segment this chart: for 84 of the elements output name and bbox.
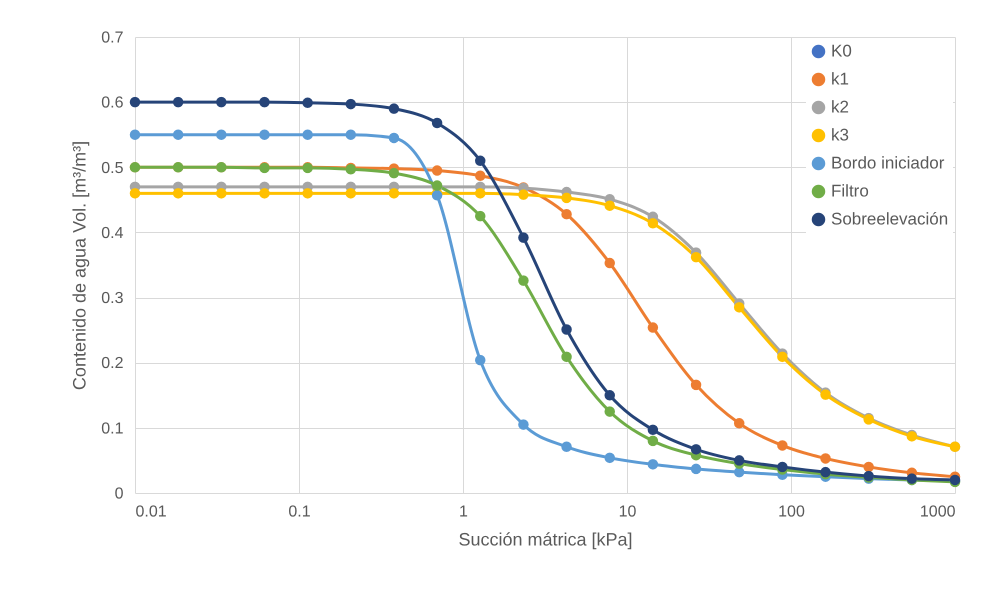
point [172, 129, 184, 140]
x-axis-title: Succión mátrica [kPa] [458, 530, 633, 550]
point [648, 436, 658, 446]
point [259, 96, 270, 108]
point [777, 352, 788, 362]
point [561, 442, 572, 452]
point [172, 96, 184, 108]
point [863, 462, 874, 472]
point [216, 129, 227, 140]
point [259, 188, 270, 199]
point [475, 156, 486, 166]
point [432, 118, 442, 128]
point [561, 208, 572, 220]
point [561, 352, 572, 362]
point [130, 129, 140, 140]
point [388, 188, 400, 199]
point [130, 96, 140, 108]
point [604, 390, 615, 401]
point [259, 129, 270, 140]
point [346, 98, 356, 110]
point [518, 275, 529, 286]
legend-label: K0 [831, 42, 852, 60]
y-tick-label: 0 [114, 486, 124, 502]
point [388, 168, 400, 178]
point [734, 302, 744, 313]
legend-label: Filtro [831, 182, 869, 200]
x-tick-label: 1 [459, 504, 468, 520]
point [388, 103, 400, 114]
point [690, 380, 702, 390]
point [475, 354, 486, 366]
point [604, 200, 615, 211]
point [734, 455, 744, 466]
point [734, 466, 744, 478]
y-tick-label: 0.3 [101, 290, 124, 308]
point [648, 322, 658, 333]
point [432, 165, 442, 176]
point [604, 258, 615, 268]
x-tick-label: 10 [618, 504, 636, 520]
point [690, 464, 702, 474]
point [561, 192, 572, 204]
point [561, 324, 572, 335]
legend-label: k3 [831, 126, 849, 144]
y-tick-label: 0.4 [101, 224, 124, 242]
point [820, 453, 831, 464]
y-tick-label: 0.6 [101, 94, 124, 112]
point [734, 418, 744, 429]
legend-label: k2 [831, 98, 849, 116]
point [690, 444, 702, 455]
point [518, 419, 529, 430]
point [648, 424, 658, 436]
legend-label: k1 [831, 70, 849, 88]
point [475, 210, 486, 222]
point [777, 462, 788, 472]
point [216, 96, 227, 108]
point [475, 170, 486, 181]
point [648, 459, 658, 470]
point [777, 440, 788, 451]
y-tick-label: 0.1 [101, 420, 124, 438]
point [518, 189, 529, 200]
point [604, 452, 615, 464]
x-tick-label: 0.01 [136, 504, 167, 520]
point [475, 188, 486, 199]
y-axis-title: Contenido de agua Vol. [m³/m³] [69, 140, 90, 390]
point [388, 132, 400, 144]
point [648, 218, 658, 229]
point [346, 188, 356, 199]
y-tick-label: 0.7 [101, 30, 124, 46]
x-tick-label: 100 [778, 504, 805, 520]
legend-label: Sobreelevación [831, 210, 948, 228]
point [302, 98, 313, 108]
point [346, 129, 356, 140]
y-tick-label: 0.5 [101, 160, 124, 177]
point [604, 406, 615, 417]
point [518, 232, 529, 243]
point [172, 188, 184, 199]
point [130, 188, 140, 199]
point [302, 129, 313, 140]
y-tick-label: 0.2 [101, 355, 124, 372]
legend-label: Bordo iniciador [831, 154, 945, 172]
point [302, 188, 313, 199]
point [690, 252, 702, 262]
point [216, 188, 227, 199]
x-tick-label: 0.1 [288, 504, 311, 520]
x-tick-label: 1000 [920, 504, 956, 520]
